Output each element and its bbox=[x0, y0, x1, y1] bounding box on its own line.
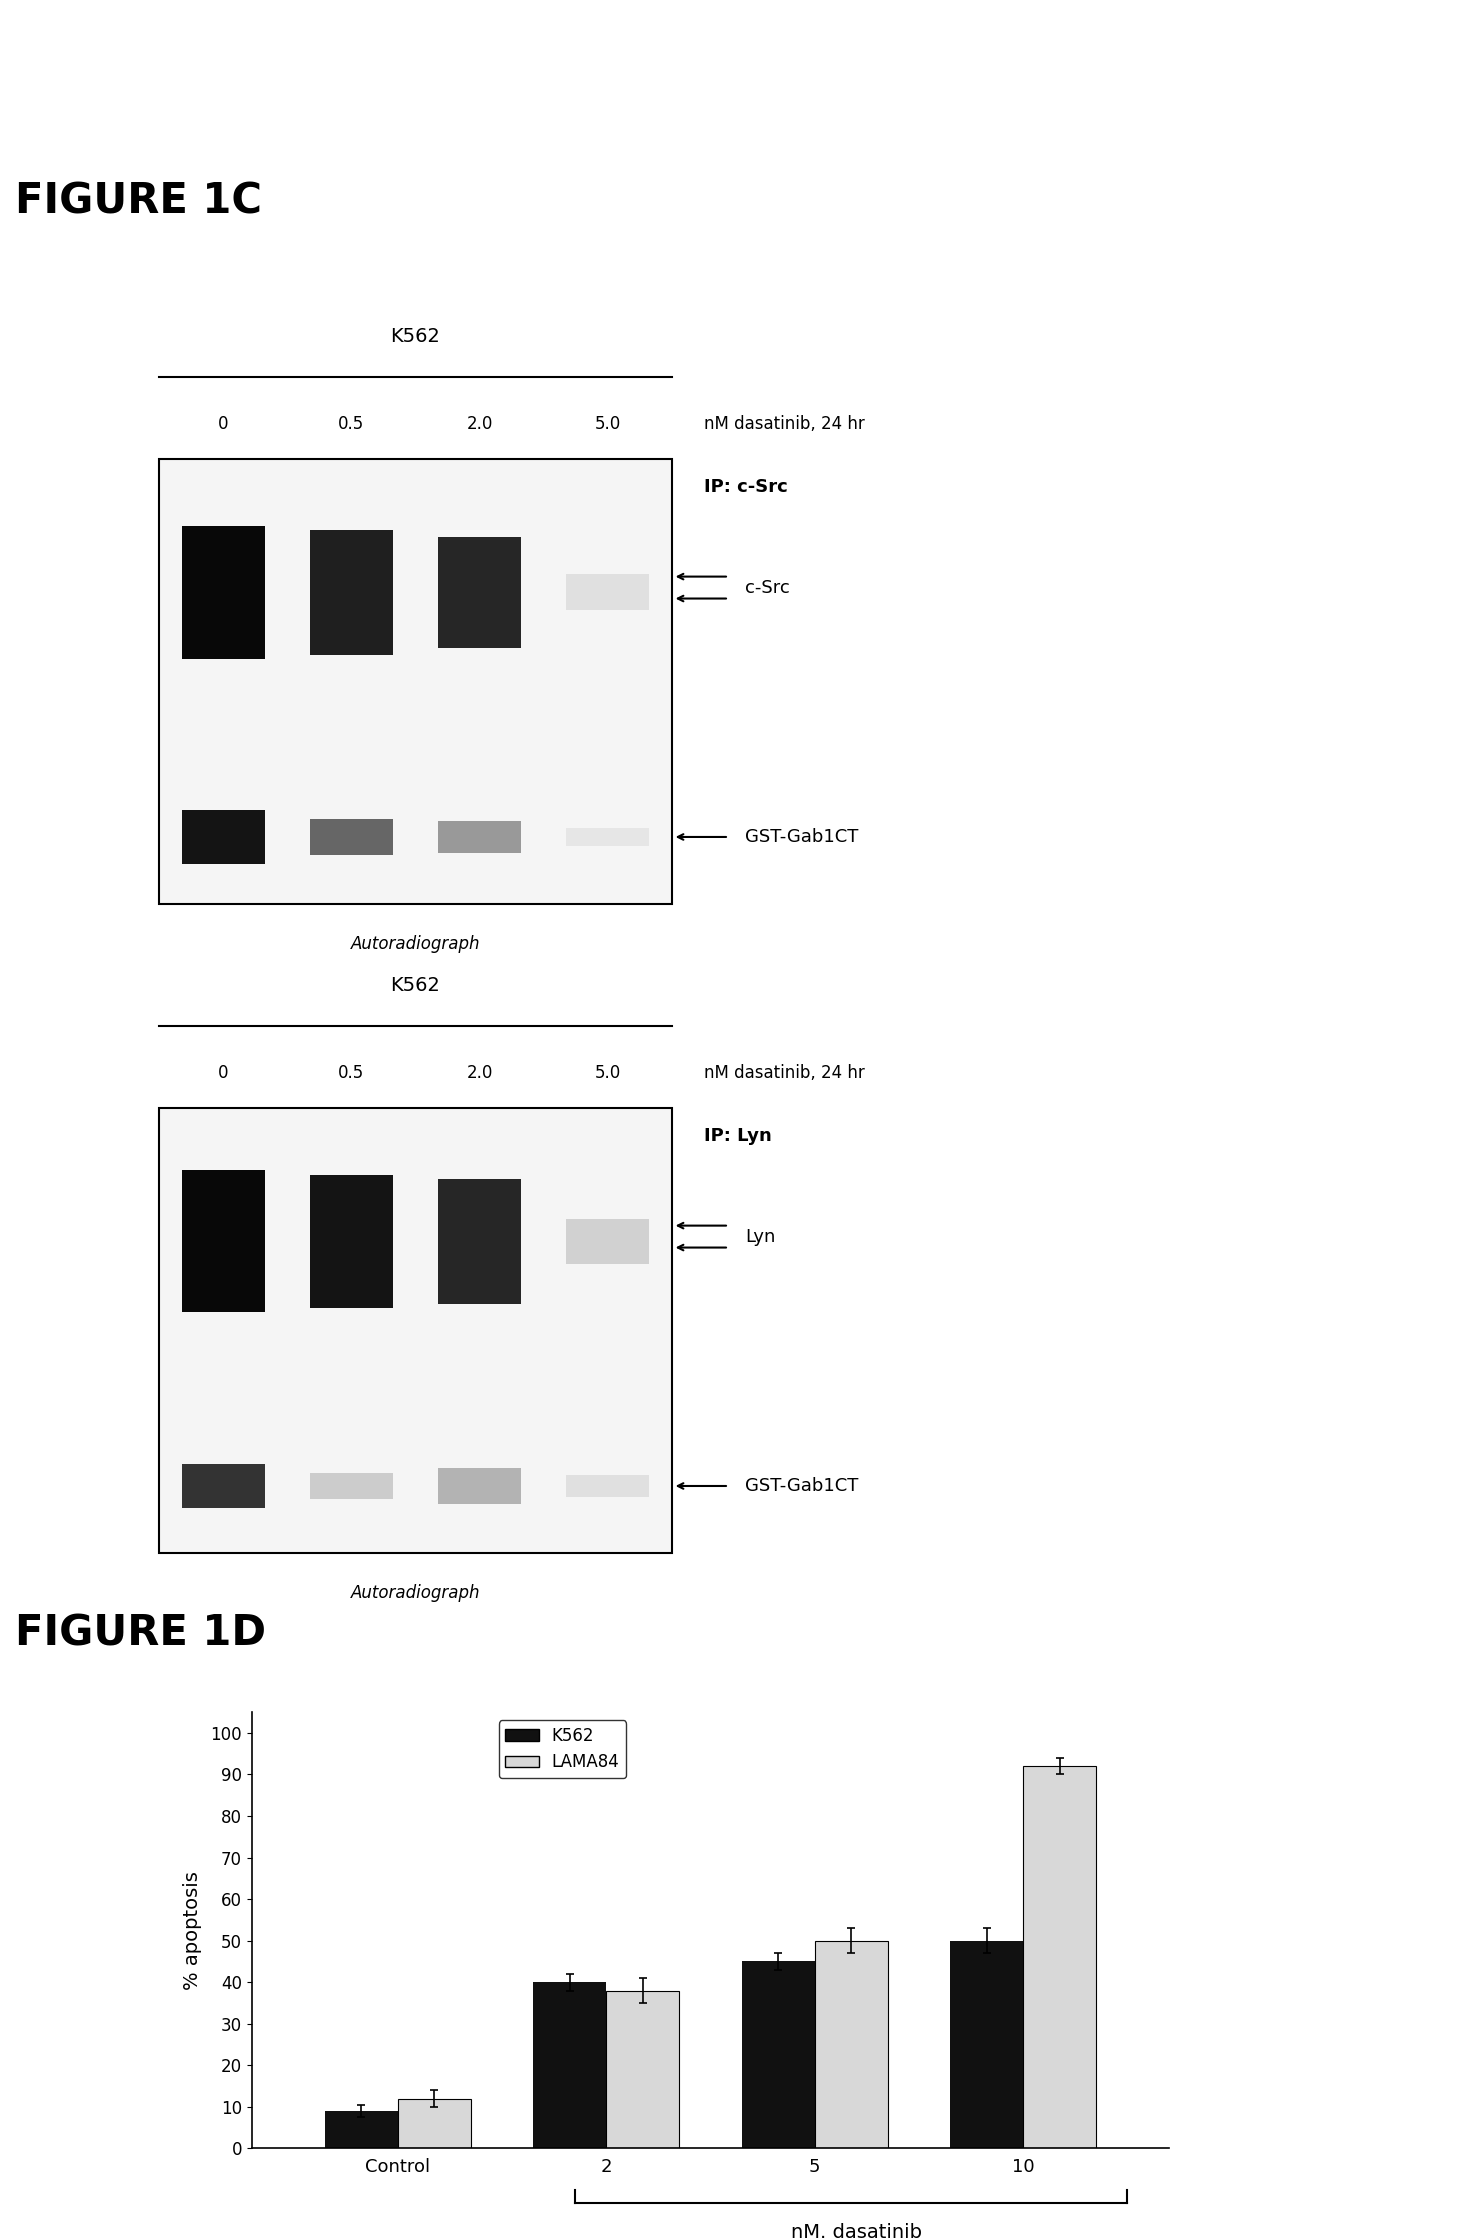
Bar bbox=[309, 1175, 394, 1307]
Bar bbox=[182, 1464, 265, 1508]
Bar bbox=[182, 810, 265, 864]
Text: 5.0: 5.0 bbox=[595, 1063, 622, 1081]
Text: FIGURE 1D: FIGURE 1D bbox=[15, 1614, 266, 1654]
Bar bbox=[607, 1990, 679, 2148]
Y-axis label: % apoptosis: % apoptosis bbox=[184, 1871, 201, 1990]
Text: nM dasatinib, 24 hr: nM dasatinib, 24 hr bbox=[704, 1063, 866, 1081]
Text: 2.0: 2.0 bbox=[466, 1063, 493, 1081]
Text: Autoradiograph: Autoradiograph bbox=[351, 1585, 480, 1602]
Text: nM. dasatinib: nM. dasatinib bbox=[790, 2222, 922, 2238]
Bar bbox=[438, 821, 521, 853]
Bar bbox=[438, 537, 521, 647]
Bar bbox=[324, 2110, 398, 2148]
Bar bbox=[398, 2099, 471, 2148]
Text: nM dasatinib, 24 hr: nM dasatinib, 24 hr bbox=[704, 414, 866, 432]
Bar bbox=[160, 459, 672, 904]
Bar bbox=[182, 526, 265, 658]
Text: FIGURE 1C: FIGURE 1C bbox=[15, 181, 262, 222]
Text: Autoradiograph: Autoradiograph bbox=[351, 935, 480, 953]
Text: K562: K562 bbox=[391, 327, 441, 347]
Bar bbox=[533, 1983, 607, 2148]
Text: 5.0: 5.0 bbox=[595, 414, 622, 432]
Legend: K562, LAMA84: K562, LAMA84 bbox=[499, 1721, 626, 1777]
Text: GST-Gab1CT: GST-Gab1CT bbox=[744, 828, 858, 846]
Bar bbox=[741, 1960, 814, 2148]
Bar bbox=[950, 1940, 1023, 2148]
Bar bbox=[567, 575, 650, 611]
Bar bbox=[567, 828, 650, 846]
Bar bbox=[182, 1170, 265, 1311]
Bar bbox=[160, 1108, 672, 1553]
Bar bbox=[567, 1220, 650, 1264]
Bar bbox=[309, 1473, 394, 1499]
Text: 0: 0 bbox=[218, 414, 228, 432]
Bar bbox=[567, 1475, 650, 1497]
Text: c-Src: c-Src bbox=[744, 580, 790, 598]
Text: IP: Lyn: IP: Lyn bbox=[704, 1126, 773, 1144]
Text: 0.5: 0.5 bbox=[339, 1063, 364, 1081]
Bar bbox=[1023, 1766, 1097, 2148]
Text: 0.5: 0.5 bbox=[339, 414, 364, 432]
Bar bbox=[309, 530, 394, 653]
Text: K562: K562 bbox=[391, 976, 441, 996]
Bar bbox=[438, 1468, 521, 1504]
Text: Lyn: Lyn bbox=[744, 1229, 776, 1247]
Text: GST-Gab1CT: GST-Gab1CT bbox=[744, 1477, 858, 1495]
Bar bbox=[309, 819, 394, 855]
Text: IP: c-Src: IP: c-Src bbox=[704, 477, 789, 495]
Bar bbox=[814, 1940, 888, 2148]
Bar bbox=[438, 1179, 521, 1303]
Text: 0: 0 bbox=[218, 1063, 228, 1081]
Text: 2.0: 2.0 bbox=[466, 414, 493, 432]
